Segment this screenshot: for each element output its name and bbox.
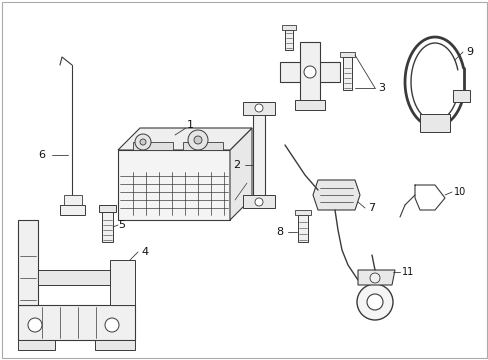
Polygon shape — [252, 105, 264, 205]
Polygon shape — [60, 205, 85, 215]
Polygon shape — [282, 25, 295, 30]
Text: 1: 1 — [186, 120, 193, 130]
Polygon shape — [99, 205, 116, 212]
Circle shape — [194, 136, 202, 144]
Circle shape — [105, 318, 119, 332]
Polygon shape — [419, 114, 449, 132]
Polygon shape — [118, 150, 229, 220]
Circle shape — [254, 198, 263, 206]
Circle shape — [28, 318, 42, 332]
Polygon shape — [285, 30, 292, 50]
Polygon shape — [243, 195, 274, 208]
Text: 10: 10 — [453, 187, 465, 197]
Text: 11: 11 — [401, 267, 413, 277]
Circle shape — [135, 134, 151, 150]
Polygon shape — [18, 220, 38, 305]
Polygon shape — [102, 212, 113, 242]
Polygon shape — [64, 195, 82, 205]
Circle shape — [254, 104, 263, 112]
Polygon shape — [18, 340, 55, 350]
Polygon shape — [297, 215, 307, 242]
Circle shape — [369, 273, 379, 283]
Text: 3: 3 — [378, 83, 385, 93]
Polygon shape — [357, 270, 394, 285]
Polygon shape — [183, 142, 223, 150]
Polygon shape — [280, 62, 339, 82]
Polygon shape — [299, 42, 319, 102]
Polygon shape — [339, 52, 354, 57]
Text: 5: 5 — [118, 220, 125, 230]
Polygon shape — [294, 210, 310, 215]
Circle shape — [356, 284, 392, 320]
Polygon shape — [18, 305, 135, 340]
Circle shape — [366, 294, 382, 310]
Circle shape — [140, 139, 146, 145]
Text: 7: 7 — [367, 203, 375, 213]
Polygon shape — [243, 102, 274, 115]
Polygon shape — [342, 57, 351, 90]
Polygon shape — [133, 142, 173, 150]
Polygon shape — [38, 270, 110, 285]
Polygon shape — [110, 260, 135, 305]
Polygon shape — [118, 128, 251, 150]
Text: 4: 4 — [141, 247, 148, 257]
Text: 2: 2 — [233, 160, 240, 170]
Circle shape — [304, 66, 315, 78]
Text: 6: 6 — [39, 150, 45, 160]
Text: 8: 8 — [276, 227, 283, 237]
Text: 9: 9 — [466, 47, 472, 57]
Polygon shape — [294, 100, 325, 110]
Circle shape — [187, 130, 207, 150]
Polygon shape — [229, 128, 251, 220]
Polygon shape — [95, 340, 135, 350]
Polygon shape — [452, 90, 469, 102]
Polygon shape — [312, 180, 359, 210]
